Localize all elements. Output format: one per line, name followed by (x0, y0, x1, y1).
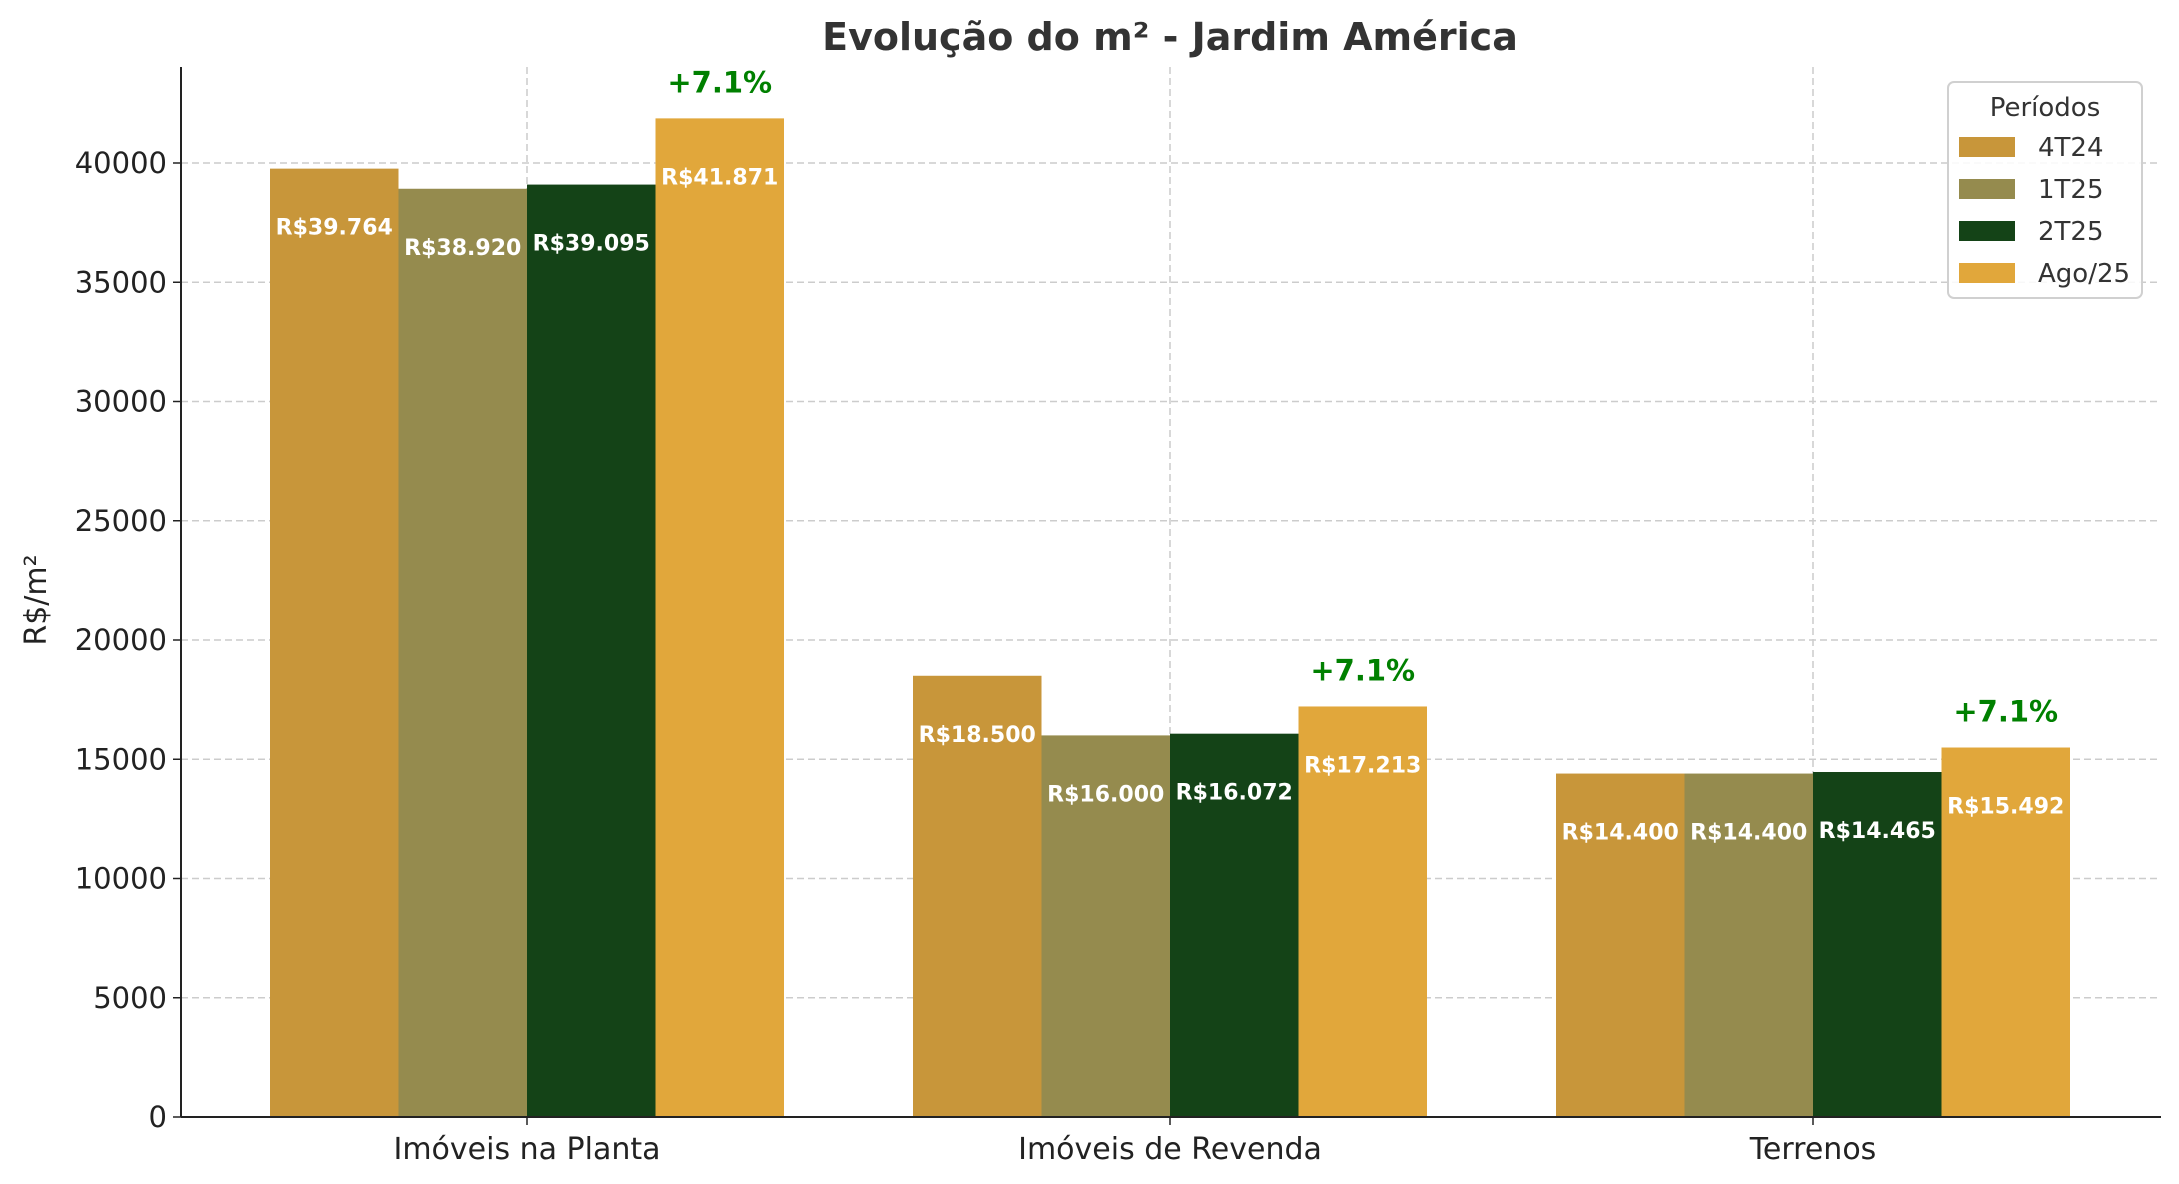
change-annotation: +7.1% (1953, 695, 2058, 729)
x-tick-label: Terrenos (1749, 1132, 1877, 1167)
bar-ago-25 (655, 118, 784, 1117)
legend-swatch (1959, 221, 2015, 241)
bar-value-label: R$17.213 (1304, 753, 1421, 778)
bar-value-label: R$39.095 (533, 232, 650, 257)
legend-label: 2T25 (2038, 217, 2104, 247)
y-tick-label: 10000 (75, 862, 167, 896)
bar-value-label: R$15.492 (1947, 795, 2064, 820)
legend-label: Ago/25 (2038, 259, 2130, 289)
y-tick-label: 15000 (75, 742, 167, 776)
legend-swatch (1959, 179, 2015, 199)
bar-value-label: R$14.465 (1819, 819, 1936, 844)
bar-value-label: R$38.920 (404, 236, 521, 261)
bar-2t25 (527, 184, 656, 1118)
y-tick-label: 20000 (75, 623, 167, 657)
bar-value-label: R$18.500 (919, 723, 1036, 748)
legend-swatch (1959, 263, 2015, 283)
bar-2t25 (1170, 733, 1299, 1117)
bar-value-label: R$41.871 (661, 165, 778, 190)
bars: R$39.764 R$18.500 R$14.400 R$38.920 R$16.000… (270, 65, 2070, 1118)
bar-value-label: R$14.400 (1562, 821, 1679, 846)
change-annotation: +7.1% (667, 65, 772, 99)
bar-value-label: R$16.000 (1047, 782, 1164, 807)
bar-value-label: R$14.400 (1690, 821, 1807, 846)
legend-label: 1T25 (2038, 175, 2104, 205)
y-tick-label: 40000 (75, 146, 167, 180)
legend-title: Períodos (1990, 93, 2101, 123)
y-tick-label: 0 (149, 1100, 167, 1134)
y-tick-label: 35000 (75, 265, 167, 299)
bar-4t24 (913, 675, 1042, 1117)
axes: 0 5000 10000 15000 20000 25000 30000 35000 40000… (75, 67, 2161, 1167)
bar-1t25 (1041, 735, 1170, 1117)
legend-box (1947, 81, 2143, 299)
legend-label: 4T24 (2038, 133, 2104, 163)
bar-2t25 (1813, 772, 1942, 1117)
bar-value-label: R$16.072 (1176, 781, 1293, 806)
bar-1t25 (398, 188, 527, 1117)
bar-4t24 (1556, 773, 1685, 1117)
y-tick-label: 25000 (75, 504, 167, 538)
chart-title: Evolução do m² - Jardim América (822, 15, 1518, 59)
x-tick-label: Imóveis de Revenda (1018, 1132, 1322, 1167)
bar-4t24 (270, 168, 399, 1117)
legend: Períodos 4T24 1T25 2T25 Ago/25 (1947, 81, 2143, 299)
y-tick-label: 5000 (93, 981, 167, 1015)
y-tick-label: 30000 (75, 385, 167, 419)
y-axis-label: R$/m² (19, 554, 54, 645)
legend-swatch (1959, 137, 2015, 157)
change-annotation: +7.1% (1310, 653, 1415, 687)
bar-1t25 (1684, 773, 1813, 1117)
bar-ago-25 (1298, 706, 1427, 1117)
bar-ago-25 (1941, 747, 2070, 1117)
bar-value-label: R$39.764 (276, 216, 393, 241)
x-tick-label: Imóveis na Planta (393, 1132, 660, 1167)
